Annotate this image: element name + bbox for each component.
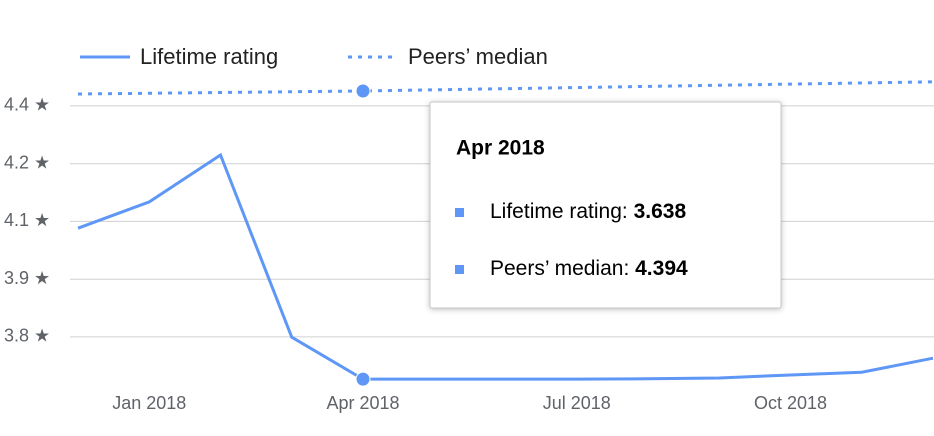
series-line (77, 152, 934, 381)
y-tick-label: 3.8 ★ (4, 326, 50, 346)
tooltip-value: 4.394 (635, 257, 688, 280)
tooltip-swatch (455, 208, 464, 217)
tooltip: Apr 2018 Lifetime rating: 3.638 Peers’ med… (429, 101, 782, 309)
tooltip-row: Peers’ median: 4.394 (490, 257, 688, 280)
legend-label: Lifetime rating (140, 44, 278, 69)
x-tick-label: Apr 2018 (326, 393, 399, 413)
tooltip-title: Apr 2018 (456, 137, 545, 160)
x-tick-label: Oct 2018 (754, 393, 827, 413)
tooltip-label: Lifetime rating: (490, 200, 634, 223)
x-tick-label: Jul 2018 (543, 393, 611, 413)
tooltip-value: 3.638 (634, 200, 687, 223)
tooltip-box (429, 101, 782, 309)
legend-label: Peers’ median (408, 44, 548, 69)
y-tick-label: 4.2 ★ (4, 153, 50, 173)
tooltip-label: Peers’ median: (490, 257, 635, 280)
series-line (77, 80, 934, 96)
y-tick-label: 4.4 ★ (4, 95, 50, 115)
highlight-point (355, 371, 371, 387)
x-tick-label: Jan 2018 (112, 393, 186, 413)
highlight-point (355, 83, 371, 99)
tooltip-swatch (455, 265, 464, 274)
y-tick-label: 3.9 ★ (4, 268, 50, 288)
y-tick-label: 4.1 ★ (4, 210, 50, 230)
tooltip-row: Lifetime rating: 3.638 (490, 200, 686, 223)
